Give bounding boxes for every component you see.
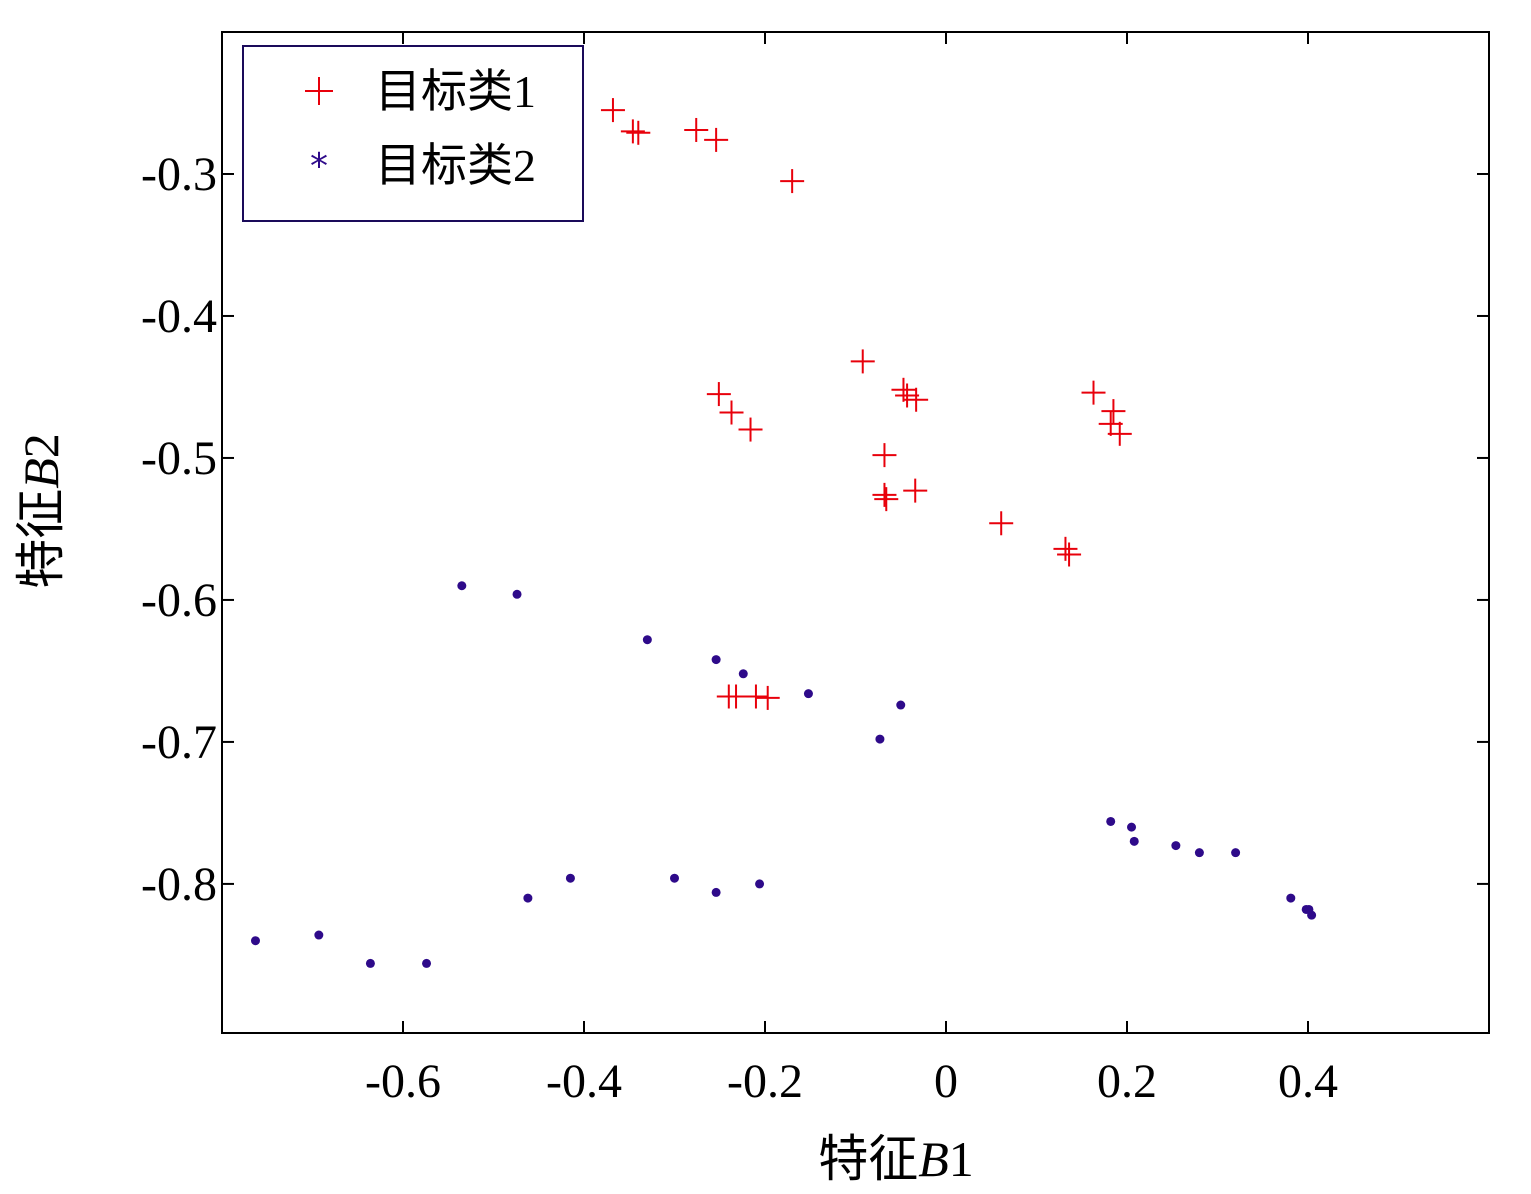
legend-box [242,45,584,222]
legend-item-class2: * 目标类2 [310,140,536,191]
class2-point [523,893,533,903]
legend: 目标类1 * 目标类2 [242,45,584,222]
class1-point [872,482,897,507]
class2-point [457,581,467,591]
class2-point [1286,893,1296,903]
y-axis-label: 特征B2 [13,433,69,589]
x-axis-label: 特征B1 [818,1131,974,1187]
class1-point [891,377,916,402]
class2-point [1194,848,1204,858]
class1-point [600,98,625,123]
class1-point [874,487,899,512]
class2-point [642,635,652,645]
plot-area-frame [221,31,1490,1034]
class1-point [755,685,780,710]
y-tick-label: -0.5 [141,432,217,485]
y-tick-label: -0.4 [141,290,217,343]
class1-point [684,117,709,142]
class2-point [1171,841,1181,851]
class1-point [1057,542,1082,567]
legend-marker-plus [305,77,333,105]
class1-point [620,119,645,144]
class1-point [1081,380,1106,405]
class1-point [904,387,929,412]
class1-point [743,684,768,709]
class1-point [719,400,744,425]
class2-point [512,589,522,599]
class1-point [895,383,920,408]
class1-point [1053,536,1078,561]
legend-label-class2: 目标类2 [375,140,536,191]
y-axis-ticks: -0.3 -0.4 -0.5 -0.6 -0.7 -0.8 [141,148,1489,911]
class2-point [1231,848,1241,858]
class2-point [803,689,813,699]
x-tick-label: -0.2 [727,1055,803,1108]
class1-point [1107,421,1132,446]
class2-point [755,879,765,889]
x-tick-label: 0 [934,1055,958,1108]
class2-point [670,873,679,883]
legend-label-class1: 目标类1 [375,66,536,117]
class1-point [872,443,897,468]
x-tick-label: -0.4 [546,1055,622,1108]
class2-point [314,930,324,940]
class2-point [875,734,885,744]
class2-point [711,887,721,897]
class1-point [989,511,1014,536]
x-tick-label: 0.2 [1097,1055,1157,1108]
class2-point [896,700,906,710]
y-tick-label: -0.7 [141,716,217,769]
class1-point [706,382,731,407]
class2-point [365,958,375,968]
y-tick-label: -0.8 [141,858,217,911]
class2-point [711,655,721,665]
y-tick-label: -0.3 [141,148,217,201]
class2-point [565,873,575,883]
class2-point [1129,836,1139,846]
class2-point [1106,816,1116,826]
class1-point [626,120,651,145]
x-axis-ticks: -0.6 -0.4 -0.2 0 0.2 0.4 [365,32,1338,1108]
class1-point [738,417,763,442]
class2-point [738,669,748,679]
class2-point [250,936,260,946]
x-tick-label: -0.6 [365,1055,441,1108]
class2-point [422,958,432,968]
class1-point [1098,411,1123,436]
class1-point [704,127,729,152]
chart-marks [250,98,1317,968]
class1-point [780,169,805,194]
x-tick-label: 0.4 [1278,1055,1338,1108]
class1-point [903,478,928,503]
class1-point [850,349,875,374]
class2-point [1307,910,1317,920]
y-tick-label: -0.6 [141,574,217,627]
class1-point [1101,399,1126,424]
class2-point [1127,822,1137,832]
legend-marker-asterisk: * [310,146,328,187]
legend-item-class1: 目标类1 [305,66,536,117]
